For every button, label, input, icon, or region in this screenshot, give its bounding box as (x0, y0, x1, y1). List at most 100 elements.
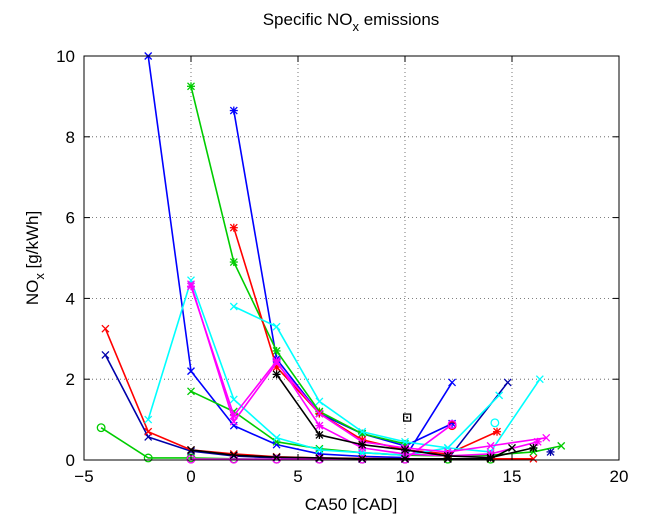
data-point (508, 443, 516, 452)
series-13 (490, 418, 500, 428)
marker-stroke (557, 441, 566, 450)
marker-stroke (448, 378, 457, 387)
data-point (229, 106, 238, 115)
y-tick-label: 10 (56, 47, 75, 66)
data-point (448, 378, 457, 387)
y-tick-label: 0 (66, 451, 75, 470)
marker-stroke (187, 367, 195, 376)
y-tick-label: 8 (66, 128, 75, 147)
marker-stroke (187, 447, 195, 456)
marker-stroke (272, 322, 281, 331)
data-point (529, 454, 538, 463)
marker-stroke (542, 433, 551, 442)
y-tick-label: 4 (66, 289, 75, 308)
data-point (143, 453, 153, 463)
marker-stroke (272, 433, 281, 442)
data-point (144, 415, 153, 424)
series-17 (272, 370, 538, 462)
marker-circle (272, 454, 282, 464)
data-point (535, 375, 544, 384)
data-point (272, 346, 281, 355)
marker-square (402, 413, 412, 422)
data-point (101, 324, 110, 333)
marker-stroke (315, 445, 324, 454)
data-point (315, 430, 324, 439)
data-point (229, 451, 238, 460)
data-point (229, 395, 238, 404)
series-line (190, 86, 406, 445)
series-9 (101, 324, 538, 463)
data-point (486, 441, 495, 450)
marker-stroke (503, 378, 512, 387)
series-12 (229, 302, 504, 452)
marker-stroke (486, 441, 495, 450)
plot-series (96, 52, 566, 464)
marker-stroke (187, 445, 195, 454)
data-point (229, 417, 238, 426)
marker-stroke (229, 451, 238, 460)
grid-lines (84, 56, 619, 460)
data-point (493, 427, 502, 436)
data-point (529, 443, 538, 452)
data-point (187, 280, 195, 289)
data-point (358, 427, 367, 436)
marker-stroke (315, 397, 324, 406)
x-tick-label: −5 (74, 467, 93, 486)
marker-stroke (229, 395, 238, 404)
data-point (401, 437, 409, 446)
series-line (147, 279, 541, 456)
data-point (315, 397, 324, 406)
data-point (315, 409, 324, 418)
data-point (495, 391, 504, 400)
data-point (315, 444, 324, 453)
marker-stroke (315, 444, 324, 453)
data-point (229, 302, 238, 311)
marker-circle (96, 423, 106, 433)
series-line (233, 110, 453, 447)
series-4 (546, 447, 555, 456)
data-point (447, 419, 457, 429)
data-point (315, 421, 324, 430)
marker-stroke (272, 359, 281, 367)
data-point (503, 378, 512, 387)
data-point (229, 223, 238, 232)
marker-square-dot (406, 416, 409, 419)
marker-stroke (144, 415, 153, 424)
marker-circle (490, 418, 500, 428)
data-point (402, 413, 412, 422)
series-8 (229, 223, 502, 458)
data-point (144, 427, 153, 436)
marker-stroke (144, 427, 153, 436)
data-point (546, 447, 555, 456)
x-tick-label: 20 (610, 467, 629, 486)
data-point (358, 440, 367, 449)
marker-stroke (401, 437, 409, 446)
data-point (272, 322, 281, 331)
data-point (486, 454, 495, 463)
data-point (272, 454, 282, 464)
data-point (229, 258, 238, 267)
x-tick-label: 15 (503, 467, 522, 486)
series-2 (229, 106, 457, 450)
marker-stroke (315, 409, 324, 418)
marker-stroke (187, 387, 195, 396)
marker-stroke (358, 427, 367, 436)
y-tick-label: 6 (66, 209, 75, 228)
marker-stroke (529, 454, 538, 463)
data-point (187, 445, 195, 454)
data-point (314, 454, 324, 464)
data-point (557, 441, 566, 450)
marker-circle (314, 454, 324, 464)
series-19 (402, 413, 412, 422)
y-axis-label: NOx [g/kWh] (23, 211, 47, 305)
marker-circle (447, 419, 457, 429)
marker-stroke (187, 280, 195, 289)
marker-stroke (535, 375, 544, 384)
data-point (187, 82, 195, 91)
x-tick-label: 0 (186, 467, 195, 486)
data-point (187, 367, 195, 376)
data-point (401, 445, 409, 454)
data-point (443, 454, 452, 463)
